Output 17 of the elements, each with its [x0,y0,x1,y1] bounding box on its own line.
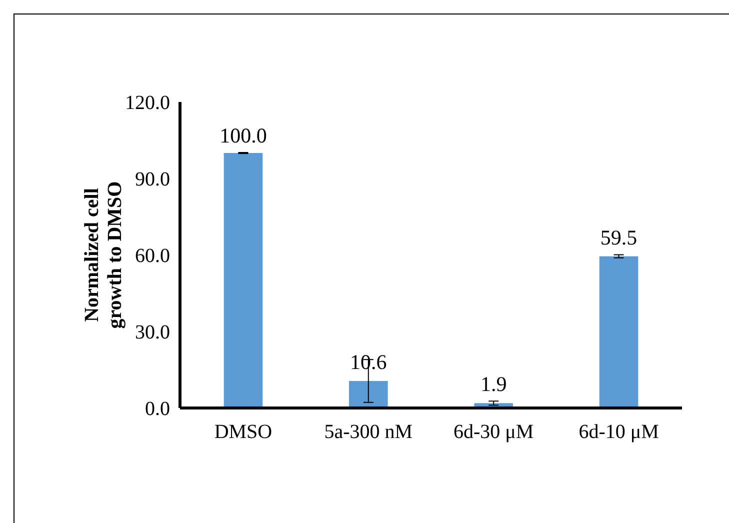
data-label: 59.5 [600,226,638,250]
x-tick-label: 5a-300 nM [324,421,413,443]
bar [599,256,638,408]
data-label: 1.9 [480,372,507,396]
y-tick-label: 0.0 [145,398,170,420]
x-tick-label: 6d-10 μM [578,421,660,443]
y-tick-label: 120.0 [125,92,170,114]
y-tick-label: 90.0 [135,168,170,190]
y-tick-label: 30.0 [135,322,170,344]
bar [224,153,263,408]
data-label: 100.0 [220,123,267,148]
x-tick-label: 6d-30 μM [454,421,534,443]
data-label: 10.6 [350,350,387,374]
y-tick-label: 60.0 [135,245,170,267]
bar [349,380,388,408]
x-tick-label: DMSO [214,421,272,443]
y-axis-title: Normalized cell growth to DMSO [81,181,126,329]
